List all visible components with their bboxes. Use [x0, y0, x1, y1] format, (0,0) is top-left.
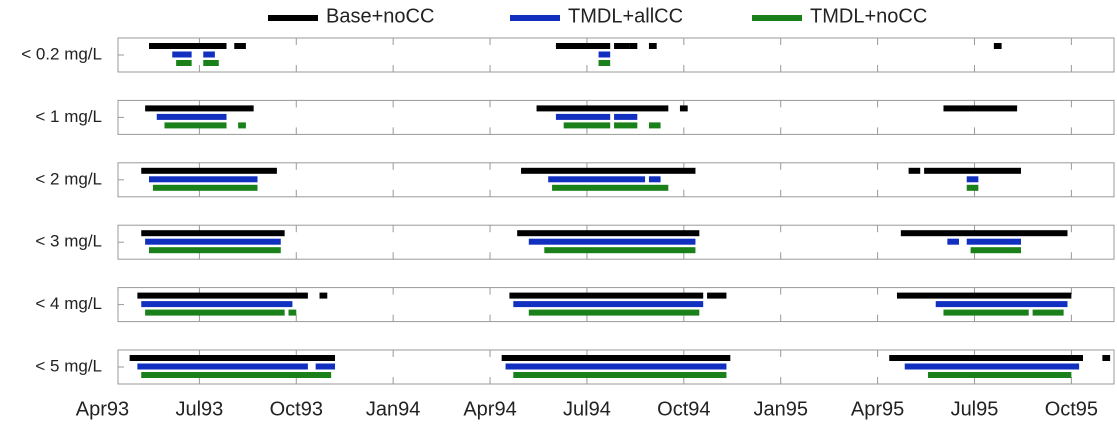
interval-bar	[513, 301, 704, 308]
interval-bar	[598, 51, 611, 58]
interval-bar	[528, 238, 696, 245]
interval-bar	[528, 309, 700, 316]
interval-bar	[509, 292, 704, 299]
interval-bar	[598, 60, 611, 66]
interval-bar	[648, 122, 661, 129]
interval-bar	[970, 247, 1021, 254]
interval-bar	[319, 292, 328, 299]
interval-bar	[544, 247, 696, 254]
interval-bar	[947, 238, 959, 245]
interval-bar	[505, 363, 727, 370]
interval-bar	[234, 43, 246, 49]
interval-bar	[614, 43, 630, 49]
x-tick-label: Oct94	[657, 398, 710, 420]
interval-bar	[679, 105, 688, 112]
x-tick-label: Jul94	[563, 398, 611, 420]
interval-bar	[908, 167, 921, 174]
interval-bar	[614, 122, 638, 129]
panel-label: < 2 mg/L	[35, 169, 102, 188]
interval-bar	[172, 51, 192, 58]
interval-bar	[1102, 355, 1111, 361]
interval-bar	[648, 43, 657, 49]
interval-bar	[927, 372, 1072, 378]
interval-bar	[315, 363, 336, 370]
x-tick-label: Jul93	[175, 398, 223, 420]
interval-bar	[238, 122, 246, 129]
interval-bar	[141, 230, 285, 237]
panel-label: < 5 mg/L	[35, 356, 102, 375]
interval-bar	[145, 309, 285, 316]
x-tick-label: Apr93	[76, 398, 129, 420]
interval-bar	[164, 122, 227, 129]
x-tick-label: Oct95	[1045, 398, 1098, 420]
interval-bar	[943, 105, 1018, 112]
x-tick-label: Jan94	[366, 398, 421, 420]
interval-bar	[203, 51, 215, 58]
x-tick-label: Jul95	[951, 398, 999, 420]
interval-bar	[536, 105, 669, 112]
interval-bar	[149, 247, 281, 254]
interval-bar	[149, 176, 258, 183]
x-tick-label: Oct93	[270, 398, 323, 420]
interval-bar	[152, 184, 258, 191]
legend-label: TMDL+allCC	[568, 5, 683, 27]
interval-bar	[513, 372, 727, 378]
interval-bar	[563, 122, 611, 129]
interval-bar	[943, 309, 1029, 316]
interval-bar	[555, 43, 611, 49]
interval-bar	[137, 363, 308, 370]
interval-bar	[707, 292, 727, 299]
interval-bar	[156, 113, 227, 120]
interval-bar	[889, 355, 1083, 361]
x-tick-label: Apr95	[851, 398, 904, 420]
interval-bar	[145, 238, 281, 245]
panel-label: < 4 mg/L	[35, 294, 102, 313]
interval-bar	[517, 230, 700, 237]
interval-bar	[966, 176, 979, 183]
interval-bar	[145, 105, 254, 112]
panel-label: < 1 mg/L	[35, 107, 102, 126]
interval-bar	[924, 167, 1021, 174]
interval-bar	[900, 230, 1068, 237]
interval-bar	[555, 113, 611, 120]
interval-bar	[521, 167, 696, 174]
interval-bar	[141, 372, 332, 378]
interval-bar	[552, 184, 669, 191]
interval-bar	[648, 176, 661, 183]
interval-bar	[501, 355, 731, 361]
interval-bar	[548, 176, 646, 183]
interval-bar	[966, 238, 1021, 245]
x-tick-label: Jan95	[753, 398, 808, 420]
panel-label: < 3 mg/L	[35, 232, 102, 251]
interval-bar	[288, 309, 297, 316]
interval-bar	[129, 355, 336, 361]
interval-bar	[614, 113, 638, 120]
interval-bar	[137, 292, 308, 299]
interval-bar	[141, 301, 293, 308]
interval-bar	[896, 292, 1072, 299]
interval-bar	[149, 43, 227, 49]
interval-bar	[935, 301, 1068, 308]
interval-bar	[966, 184, 979, 191]
interval-bar	[904, 363, 1080, 370]
legend-label: Base+noCC	[326, 5, 434, 27]
interval-bar	[629, 43, 638, 49]
legend-label: TMDL+noCC	[810, 5, 927, 27]
interval-bar	[993, 43, 1002, 49]
interval-bar	[1032, 309, 1064, 316]
interval-bar	[141, 167, 277, 174]
interval-bar	[176, 60, 192, 66]
x-tick-label: Apr94	[463, 398, 516, 420]
panel-label: < 0.2 mg/L	[21, 44, 102, 63]
interval-bar	[203, 60, 219, 66]
